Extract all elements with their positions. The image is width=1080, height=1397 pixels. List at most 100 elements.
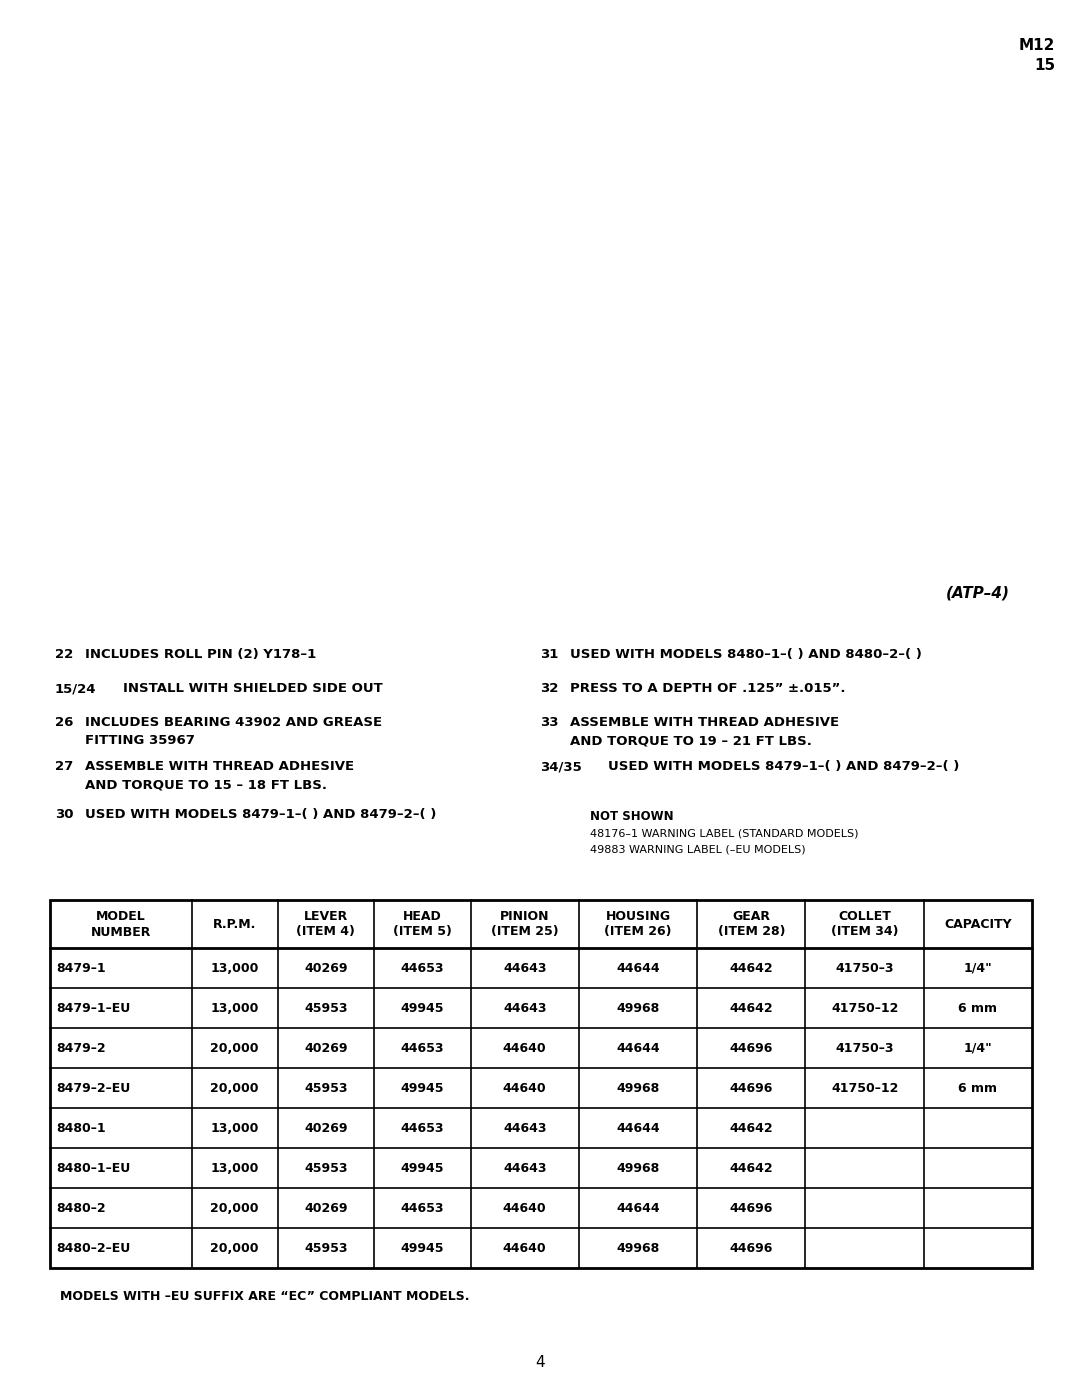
Text: 8480–2–EU: 8480–2–EU <box>56 1242 131 1255</box>
Text: 44653: 44653 <box>401 1122 444 1134</box>
Text: 44643: 44643 <box>503 1161 546 1175</box>
Text: 8479–1–EU: 8479–1–EU <box>56 1002 131 1014</box>
Text: COLLET
(ITEM 34): COLLET (ITEM 34) <box>831 909 899 939</box>
Text: 44640: 44640 <box>503 1042 546 1055</box>
Text: AND TORQUE TO 19 – 21 FT LBS.: AND TORQUE TO 19 – 21 FT LBS. <box>570 733 812 747</box>
Text: 44642: 44642 <box>730 1161 773 1175</box>
Text: 44640: 44640 <box>503 1242 546 1255</box>
Text: 13,000: 13,000 <box>211 1002 259 1014</box>
Text: 15: 15 <box>1034 59 1055 73</box>
Text: 49883 WARNING LABEL (–EU MODELS): 49883 WARNING LABEL (–EU MODELS) <box>590 844 806 854</box>
Text: HOUSING
(ITEM 26): HOUSING (ITEM 26) <box>605 909 672 939</box>
Text: 40269: 40269 <box>305 1042 348 1055</box>
Text: 8479–2: 8479–2 <box>56 1042 106 1055</box>
Text: 41750–3: 41750–3 <box>836 1042 894 1055</box>
Text: 8480–1–EU: 8480–1–EU <box>56 1161 131 1175</box>
Text: 44653: 44653 <box>401 961 444 975</box>
Text: 6 mm: 6 mm <box>958 1002 998 1014</box>
Text: 44643: 44643 <box>503 961 546 975</box>
Text: 45953: 45953 <box>305 1081 348 1094</box>
Text: 49945: 49945 <box>401 1161 444 1175</box>
Text: 8480–1: 8480–1 <box>56 1122 106 1134</box>
Bar <box>50 900 1032 1268</box>
Text: 45953: 45953 <box>305 1002 348 1014</box>
Text: 49945: 49945 <box>401 1002 444 1014</box>
Text: INCLUDES ROLL PIN (2) Y178–1: INCLUDES ROLL PIN (2) Y178–1 <box>85 648 316 661</box>
Text: 13,000: 13,000 <box>211 1161 259 1175</box>
Text: 41750–3: 41750–3 <box>836 961 894 975</box>
Text: 8479–2–EU: 8479–2–EU <box>56 1081 131 1094</box>
Text: 41750–12: 41750–12 <box>831 1081 899 1094</box>
Text: ASSEMBLE WITH THREAD ADHESIVE: ASSEMBLE WITH THREAD ADHESIVE <box>85 760 354 773</box>
Text: 44653: 44653 <box>401 1042 444 1055</box>
Text: 4: 4 <box>536 1355 544 1370</box>
Text: 1/4": 1/4" <box>963 961 993 975</box>
Text: 44696: 44696 <box>730 1201 773 1214</box>
Text: 31: 31 <box>540 648 558 661</box>
Text: USED WITH MODELS 8480–1–( ) AND 8480–2–( ): USED WITH MODELS 8480–1–( ) AND 8480–2–(… <box>570 648 922 661</box>
Text: 8479–1: 8479–1 <box>56 961 106 975</box>
Text: 44644: 44644 <box>617 1201 660 1214</box>
Text: AND TORQUE TO 15 – 18 FT LBS.: AND TORQUE TO 15 – 18 FT LBS. <box>85 778 327 791</box>
Text: INSTALL WITH SHIELDED SIDE OUT: INSTALL WITH SHIELDED SIDE OUT <box>123 682 382 694</box>
Text: 44644: 44644 <box>617 1042 660 1055</box>
Text: 49968: 49968 <box>617 1002 660 1014</box>
Text: 20,000: 20,000 <box>211 1242 259 1255</box>
Text: 44640: 44640 <box>503 1081 546 1094</box>
Text: 44644: 44644 <box>617 1122 660 1134</box>
Text: PINION
(ITEM 25): PINION (ITEM 25) <box>491 909 558 939</box>
Text: 49968: 49968 <box>617 1242 660 1255</box>
Text: INCLUDES BEARING 43902 AND GREASE: INCLUDES BEARING 43902 AND GREASE <box>85 717 382 729</box>
Text: 13,000: 13,000 <box>211 961 259 975</box>
Text: LEVER
(ITEM 4): LEVER (ITEM 4) <box>297 909 355 939</box>
Text: 6 mm: 6 mm <box>958 1081 998 1094</box>
Text: 34/35: 34/35 <box>540 760 582 773</box>
Text: 44640: 44640 <box>503 1201 546 1214</box>
Text: 13,000: 13,000 <box>211 1122 259 1134</box>
Text: 22: 22 <box>55 648 73 661</box>
Text: 44643: 44643 <box>503 1002 546 1014</box>
Text: 49945: 49945 <box>401 1081 444 1094</box>
Text: 44696: 44696 <box>730 1242 773 1255</box>
Text: 48176–1 WARNING LABEL (STANDARD MODELS): 48176–1 WARNING LABEL (STANDARD MODELS) <box>590 828 859 838</box>
Text: 40269: 40269 <box>305 1201 348 1214</box>
Text: MODELS WITH –EU SUFFIX ARE “EC” COMPLIANT MODELS.: MODELS WITH –EU SUFFIX ARE “EC” COMPLIAN… <box>60 1289 470 1303</box>
Text: (ATP–4): (ATP–4) <box>946 585 1010 599</box>
Text: ASSEMBLE WITH THREAD ADHESIVE: ASSEMBLE WITH THREAD ADHESIVE <box>570 717 839 729</box>
Text: USED WITH MODELS 8479–1–( ) AND 8479–2–( ): USED WITH MODELS 8479–1–( ) AND 8479–2–(… <box>85 807 436 821</box>
Text: 40269: 40269 <box>305 961 348 975</box>
Text: 8480–2: 8480–2 <box>56 1201 106 1214</box>
Text: PRESS TO A DEPTH OF .125” ±.015”.: PRESS TO A DEPTH OF .125” ±.015”. <box>570 682 846 694</box>
Text: 44642: 44642 <box>730 1122 773 1134</box>
Text: 49968: 49968 <box>617 1161 660 1175</box>
Text: FITTING 35967: FITTING 35967 <box>85 733 194 747</box>
Text: 44653: 44653 <box>401 1201 444 1214</box>
Text: MODEL
NUMBER: MODEL NUMBER <box>91 909 151 939</box>
Text: 44642: 44642 <box>730 1002 773 1014</box>
Text: 33: 33 <box>540 717 558 729</box>
Text: 45953: 45953 <box>305 1242 348 1255</box>
Text: 20,000: 20,000 <box>211 1201 259 1214</box>
Text: R.P.M.: R.P.M. <box>213 918 256 930</box>
Text: 44642: 44642 <box>730 961 773 975</box>
Text: NOT SHOWN: NOT SHOWN <box>590 810 674 823</box>
Text: 49968: 49968 <box>617 1081 660 1094</box>
Text: 15/24: 15/24 <box>55 682 96 694</box>
Text: 30: 30 <box>55 807 73 821</box>
Text: 20,000: 20,000 <box>211 1042 259 1055</box>
Text: M12: M12 <box>1018 38 1055 53</box>
Text: GEAR
(ITEM 28): GEAR (ITEM 28) <box>717 909 785 939</box>
Text: 41750–12: 41750–12 <box>831 1002 899 1014</box>
Text: CAPACITY: CAPACITY <box>944 918 1012 930</box>
Text: HEAD
(ITEM 5): HEAD (ITEM 5) <box>393 909 451 939</box>
Text: 1/4": 1/4" <box>963 1042 993 1055</box>
Text: 40269: 40269 <box>305 1122 348 1134</box>
Text: 27: 27 <box>55 760 73 773</box>
Text: 44644: 44644 <box>617 961 660 975</box>
Text: USED WITH MODELS 8479–1–( ) AND 8479–2–( ): USED WITH MODELS 8479–1–( ) AND 8479–2–(… <box>608 760 959 773</box>
Text: 44696: 44696 <box>730 1042 773 1055</box>
Text: 32: 32 <box>540 682 558 694</box>
Text: 26: 26 <box>55 717 73 729</box>
Text: 49945: 49945 <box>401 1242 444 1255</box>
Text: 44643: 44643 <box>503 1122 546 1134</box>
